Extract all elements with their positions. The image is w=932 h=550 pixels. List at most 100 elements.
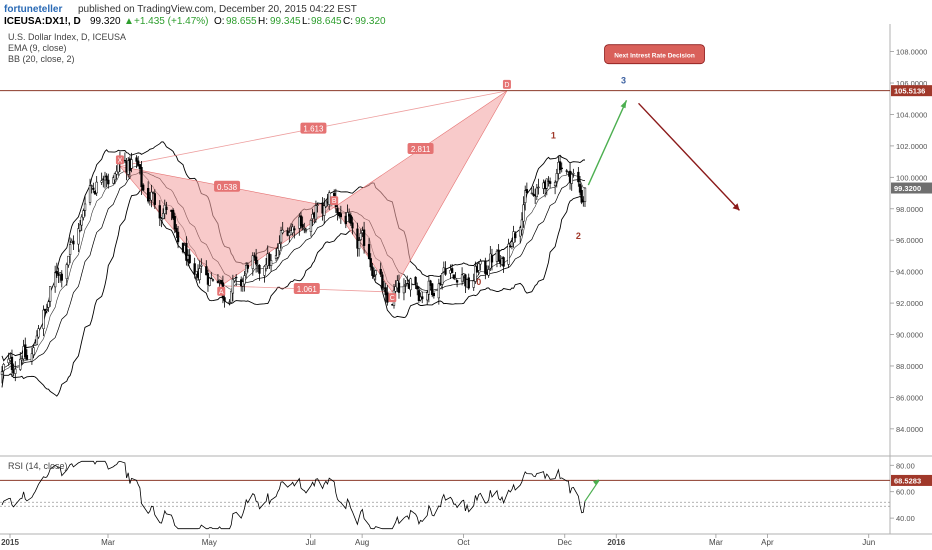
candle-body bbox=[372, 275, 376, 277]
axes: 84.0000 86.0000 88.0000 90.0000 92.0000 94.00… bbox=[1, 48, 932, 547]
candle-body bbox=[188, 254, 191, 264]
candle bbox=[467, 273, 470, 290]
candle bbox=[151, 191, 155, 195]
candle bbox=[299, 211, 303, 230]
candle-body bbox=[426, 292, 429, 301]
candle-body bbox=[112, 177, 115, 184]
candle-body bbox=[394, 286, 397, 292]
candle-body bbox=[220, 280, 223, 284]
candle-body bbox=[371, 266, 374, 276]
pattern-point-label: X bbox=[115, 155, 124, 165]
candle-body bbox=[115, 171, 118, 175]
rsi-value-tag: 68.5283 bbox=[891, 474, 932, 486]
current-price-tag-box bbox=[891, 182, 932, 194]
candle bbox=[487, 265, 490, 278]
candle bbox=[367, 237, 371, 260]
y-tick-label: 98.0000 bbox=[896, 205, 923, 214]
candle bbox=[171, 208, 175, 220]
candle-body bbox=[278, 243, 281, 251]
candle bbox=[58, 272, 62, 283]
pattern-point-box bbox=[330, 196, 339, 206]
candle-body bbox=[570, 174, 573, 184]
candle bbox=[577, 167, 580, 187]
candle bbox=[301, 216, 304, 231]
rsi-y-tick-label: 60.00 bbox=[896, 488, 915, 497]
candle-body bbox=[151, 192, 155, 194]
high-value: 99.345 bbox=[270, 16, 301, 27]
candle bbox=[264, 257, 268, 272]
candle-body bbox=[100, 180, 103, 183]
candle bbox=[429, 279, 432, 291]
candle-body bbox=[304, 230, 308, 232]
bb-legend[interactable]: BB (20, close, 2) bbox=[8, 54, 75, 64]
candle bbox=[185, 236, 188, 266]
candle bbox=[115, 165, 118, 180]
candle-body bbox=[349, 215, 352, 224]
x-tick-label: Dec bbox=[558, 538, 572, 547]
candle bbox=[193, 257, 196, 279]
candle bbox=[347, 208, 351, 223]
candle-body bbox=[427, 280, 431, 295]
candle-body bbox=[558, 161, 562, 171]
candle bbox=[520, 212, 524, 236]
candle bbox=[514, 231, 517, 243]
candle bbox=[397, 274, 401, 299]
candle bbox=[384, 282, 387, 302]
candle bbox=[24, 337, 27, 360]
candle-body bbox=[20, 358, 24, 361]
candle-body bbox=[548, 181, 552, 184]
open-value: 98.655 bbox=[226, 16, 257, 27]
candle-body bbox=[153, 193, 156, 205]
candle bbox=[135, 155, 138, 169]
pattern-point-label: B bbox=[330, 196, 339, 206]
candle bbox=[293, 225, 296, 239]
candle-body bbox=[137, 160, 140, 166]
candle bbox=[583, 187, 587, 207]
candle bbox=[304, 227, 308, 234]
y-tick-label: 102.0000 bbox=[896, 142, 927, 151]
candle bbox=[60, 270, 63, 288]
x-tick-label: May bbox=[202, 538, 217, 547]
annotations: Next Intrest Rate Decision X A B C D 1.613 0.53… bbox=[0, 44, 890, 303]
candle bbox=[490, 248, 494, 271]
candle-body bbox=[359, 233, 362, 240]
candle bbox=[437, 278, 440, 305]
rsi-line bbox=[1, 460, 586, 530]
projection-down-arrow bbox=[638, 102, 740, 211]
candle bbox=[65, 262, 68, 286]
y-tick-label: 104.0000 bbox=[896, 110, 927, 119]
candle-body bbox=[95, 181, 98, 194]
candle bbox=[83, 195, 87, 217]
candle-body bbox=[502, 257, 505, 267]
candle-body bbox=[24, 344, 27, 358]
projection-down-head bbox=[732, 203, 740, 211]
symbol-legend[interactable]: U.S. Dollar Index, D, ICEUSA bbox=[8, 32, 126, 42]
candle-body bbox=[77, 228, 80, 245]
ema-legend[interactable]: EMA (9, close) bbox=[8, 43, 67, 53]
candle bbox=[522, 196, 525, 228]
candle-body bbox=[454, 278, 457, 281]
candle bbox=[303, 222, 306, 234]
candle-body bbox=[429, 280, 432, 286]
candle bbox=[507, 238, 510, 268]
candle-body bbox=[0, 371, 4, 376]
rsi-legend[interactable]: RSI (14, close) bbox=[8, 461, 68, 471]
candle bbox=[210, 272, 213, 280]
rsi-pane bbox=[0, 460, 890, 530]
candle bbox=[524, 185, 527, 211]
candle bbox=[233, 277, 236, 283]
candle bbox=[510, 238, 514, 250]
author-name[interactable]: fortuneteller bbox=[4, 4, 62, 15]
candle bbox=[351, 216, 354, 235]
candle-body bbox=[42, 309, 45, 330]
y-tick-label: 106.0000 bbox=[896, 79, 927, 88]
candle-body bbox=[421, 296, 424, 300]
level-price-tag-text: 105.5136 bbox=[894, 87, 925, 96]
current-price-tag-text: 99.3200 bbox=[894, 184, 921, 193]
candle-body bbox=[520, 219, 524, 231]
pattern-point-box bbox=[217, 286, 226, 296]
candle-body bbox=[14, 368, 17, 374]
pattern-point-label: A bbox=[217, 286, 226, 296]
